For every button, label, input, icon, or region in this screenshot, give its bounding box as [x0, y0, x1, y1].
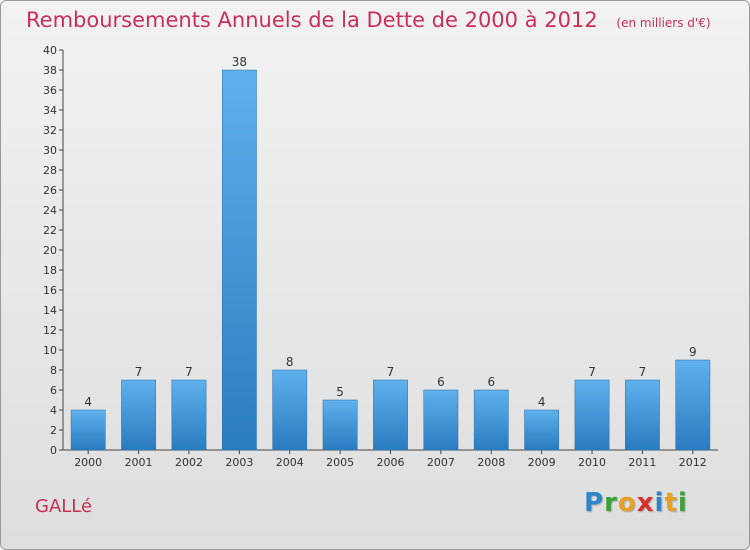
value-label-2001: 7: [135, 365, 143, 379]
value-label-2009: 4: [538, 395, 546, 409]
proxiti-logo: Proxiti: [584, 488, 688, 518]
value-label-2002: 7: [185, 365, 193, 379]
y-tick-label: 32: [43, 124, 57, 137]
bar-2004: [272, 369, 308, 451]
x-tick-label-2007: 2007: [427, 456, 455, 469]
chart-title: Remboursements Annuels de la Dette de 20…: [26, 8, 711, 32]
y-tick-label: 10: [43, 344, 57, 357]
y-tick-label: 40: [43, 44, 57, 57]
y-tick-label: 20: [43, 244, 57, 257]
chart-labels: 4 2000 7 2001 7 2002 38 2003 8 2004 5 2005 7 2006 6 200…: [74, 55, 707, 469]
logo-letter: i: [654, 488, 665, 518]
value-label-2011: 7: [639, 365, 647, 379]
chart-title-text: Remboursements Annuels de la Dette de 20…: [26, 8, 598, 32]
y-tick-label: 12: [43, 324, 57, 337]
bar-2007: [423, 389, 459, 451]
x-tick-label-2000: 2000: [74, 456, 102, 469]
x-tick-label-2012: 2012: [679, 456, 707, 469]
y-tick-label: 24: [43, 204, 57, 217]
y-tick-label: 0: [50, 444, 57, 457]
logo-letter: P: [584, 488, 605, 518]
value-label-2007: 6: [437, 375, 445, 389]
y-tick-label: 30: [43, 144, 57, 157]
value-label-2006: 7: [387, 365, 395, 379]
bar-2006: [373, 379, 408, 451]
bar-2003: [221, 69, 257, 451]
value-label-2005: 5: [336, 385, 344, 399]
x-tick-label-2002: 2002: [175, 456, 203, 469]
logo-letter: x: [636, 488, 655, 518]
x-tick-label-2006: 2006: [377, 456, 405, 469]
value-label-2000: 4: [84, 395, 92, 409]
bar-2005: [322, 399, 358, 451]
bar-2012: [675, 359, 711, 451]
bar-2011: [625, 379, 660, 451]
y-tick-label: 28: [43, 164, 57, 177]
x-tick-label-2004: 2004: [276, 456, 304, 469]
logo-letter: o: [617, 488, 637, 518]
logo-letter: i: [677, 488, 688, 518]
x-tick-label-2011: 2011: [628, 456, 656, 469]
y-tick-label: 2: [50, 424, 57, 437]
y-tick-label: 26: [43, 184, 57, 197]
x-tick-label-2001: 2001: [125, 456, 153, 469]
x-tick-label-2010: 2010: [578, 456, 606, 469]
bar-2009: [524, 409, 560, 451]
value-label-2003: 38: [232, 55, 247, 69]
value-label-2010: 7: [588, 365, 596, 379]
y-tick-label: 38: [43, 64, 57, 77]
bar-2000: [70, 409, 106, 451]
value-label-2012: 9: [689, 345, 697, 359]
bar-2001: [121, 379, 156, 451]
x-tick-label-2008: 2008: [477, 456, 505, 469]
x-tick-label-2003: 2003: [225, 456, 253, 469]
y-tick-label: 34: [43, 104, 57, 117]
bar-2008: [473, 389, 509, 451]
bar-2010: [574, 379, 610, 451]
y-tick-label: 22: [43, 224, 57, 237]
y-tick-label: 16: [43, 284, 57, 297]
y-tick-label: 8: [50, 364, 57, 377]
value-label-2008: 6: [487, 375, 495, 389]
y-tick-label: 18: [43, 264, 57, 277]
bar-2002: [171, 379, 207, 451]
chart-bars: [70, 69, 711, 451]
y-tick-label: 6: [50, 384, 57, 397]
x-tick-label-2009: 2009: [528, 456, 556, 469]
value-label-2004: 8: [286, 355, 294, 369]
y-tick-label: 36: [43, 84, 57, 97]
chart-unit-note: (en milliers d'€): [616, 16, 711, 30]
town-name: GALLé: [35, 496, 93, 517]
logo-letter: t: [664, 488, 678, 518]
y-tick-label: 4: [50, 404, 57, 417]
y-tick-label: 14: [43, 304, 57, 317]
x-tick-label-2005: 2005: [326, 456, 354, 469]
logo-letter: r: [604, 488, 618, 518]
